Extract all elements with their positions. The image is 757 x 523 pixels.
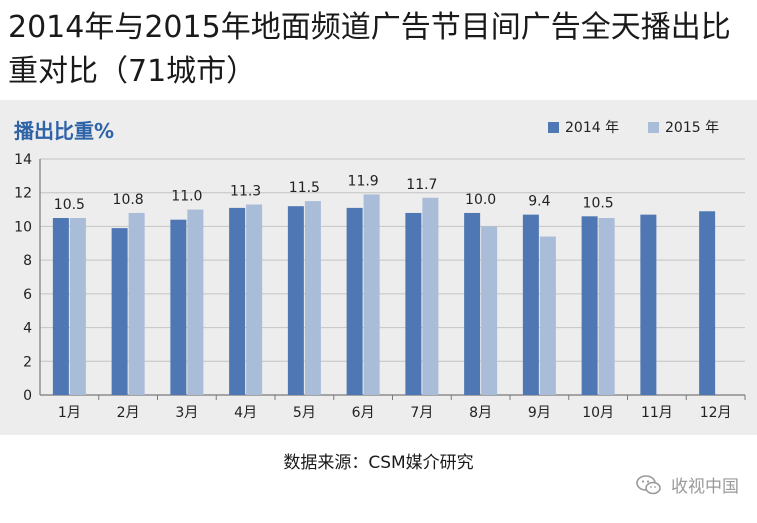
bar-2015 <box>246 204 263 395</box>
y-tick-label: 2 <box>23 354 32 370</box>
legend-label: 2015 年 <box>665 120 719 136</box>
data-label: 10.8 <box>113 192 144 208</box>
x-tick-label: 4月 <box>234 405 257 421</box>
data-label: 10.5 <box>583 195 614 211</box>
bar-2015 <box>539 236 556 395</box>
x-tick-label: 7月 <box>410 405 433 421</box>
bar-2014 <box>229 207 246 395</box>
x-tick-label: 5月 <box>293 405 316 421</box>
bar-2015 <box>128 212 145 395</box>
bar-2015 <box>481 226 498 395</box>
watermark-text: 收视中国 <box>671 477 739 497</box>
bar-2014 <box>170 219 187 395</box>
bar-2014 <box>52 218 69 395</box>
bar-2014 <box>522 214 539 395</box>
bar-2014 <box>287 206 304 395</box>
bar-2015 <box>422 197 439 395</box>
chart-panel: 播出比重% 0 2 4 6 8 10 12 14 10.5 1月 10.8 2月 11.0 3月 11.3 4月… <box>0 100 757 435</box>
bar-2014 <box>111 228 128 395</box>
data-label: 10.5 <box>54 197 85 213</box>
x-tick-label: 11月 <box>641 405 673 421</box>
bar-2014 <box>699 211 716 395</box>
x-tick-label: 3月 <box>175 405 198 421</box>
y-tick-label: 8 <box>23 253 32 269</box>
chart-title: 播出比重% <box>14 119 114 143</box>
watermark: 收视中国 <box>635 472 739 497</box>
y-tick-label: 12 <box>14 186 32 202</box>
bar-2014 <box>346 207 363 395</box>
bar-chart: 播出比重% 0 2 4 6 8 10 12 14 10.5 1月 10.8 2月 11.0 3月 11.3 4月… <box>14 119 746 421</box>
y-tick-label: 14 <box>14 152 32 168</box>
data-source: 数据来源：CSM媒介研究 <box>283 453 474 473</box>
bar-2015 <box>598 218 615 395</box>
data-label: 11.9 <box>348 173 379 189</box>
page-title: 2014年与2015年地面频道广告节目间广告全天播出比重对比（71城市） <box>8 10 731 89</box>
bar-2014 <box>640 214 657 395</box>
x-tick-label: 6月 <box>352 405 375 421</box>
legend-swatch-2015 <box>648 122 659 133</box>
legend-label: 2014 年 <box>565 120 619 136</box>
data-label: 11.7 <box>406 177 437 193</box>
data-label: 11.3 <box>230 184 261 200</box>
y-tick-label: 10 <box>14 219 32 235</box>
bar-2014 <box>581 216 598 395</box>
data-label: 10.0 <box>465 192 496 208</box>
bar-2015 <box>187 209 204 395</box>
legend-swatch-2014 <box>548 122 559 133</box>
bar-2014 <box>405 212 422 395</box>
y-tick-label: 0 <box>23 388 32 404</box>
wechat-icon <box>636 474 661 494</box>
x-tick-label: 10月 <box>582 405 614 421</box>
x-tick-label: 12月 <box>700 405 732 421</box>
bar-2015 <box>363 194 380 395</box>
data-label: 9.4 <box>528 194 550 210</box>
bar-2015 <box>69 218 86 395</box>
bar-2014 <box>464 212 481 395</box>
data-label: 11.5 <box>289 180 320 196</box>
y-tick-label: 4 <box>23 321 32 337</box>
x-tick-label: 8月 <box>469 405 492 421</box>
x-tick-label: 2月 <box>117 405 140 421</box>
bar-2015 <box>304 201 321 395</box>
data-label: 11.0 <box>171 189 202 205</box>
x-tick-label: 1月 <box>58 405 81 421</box>
x-tick-label: 9月 <box>528 405 551 421</box>
y-tick-label: 6 <box>23 287 32 303</box>
